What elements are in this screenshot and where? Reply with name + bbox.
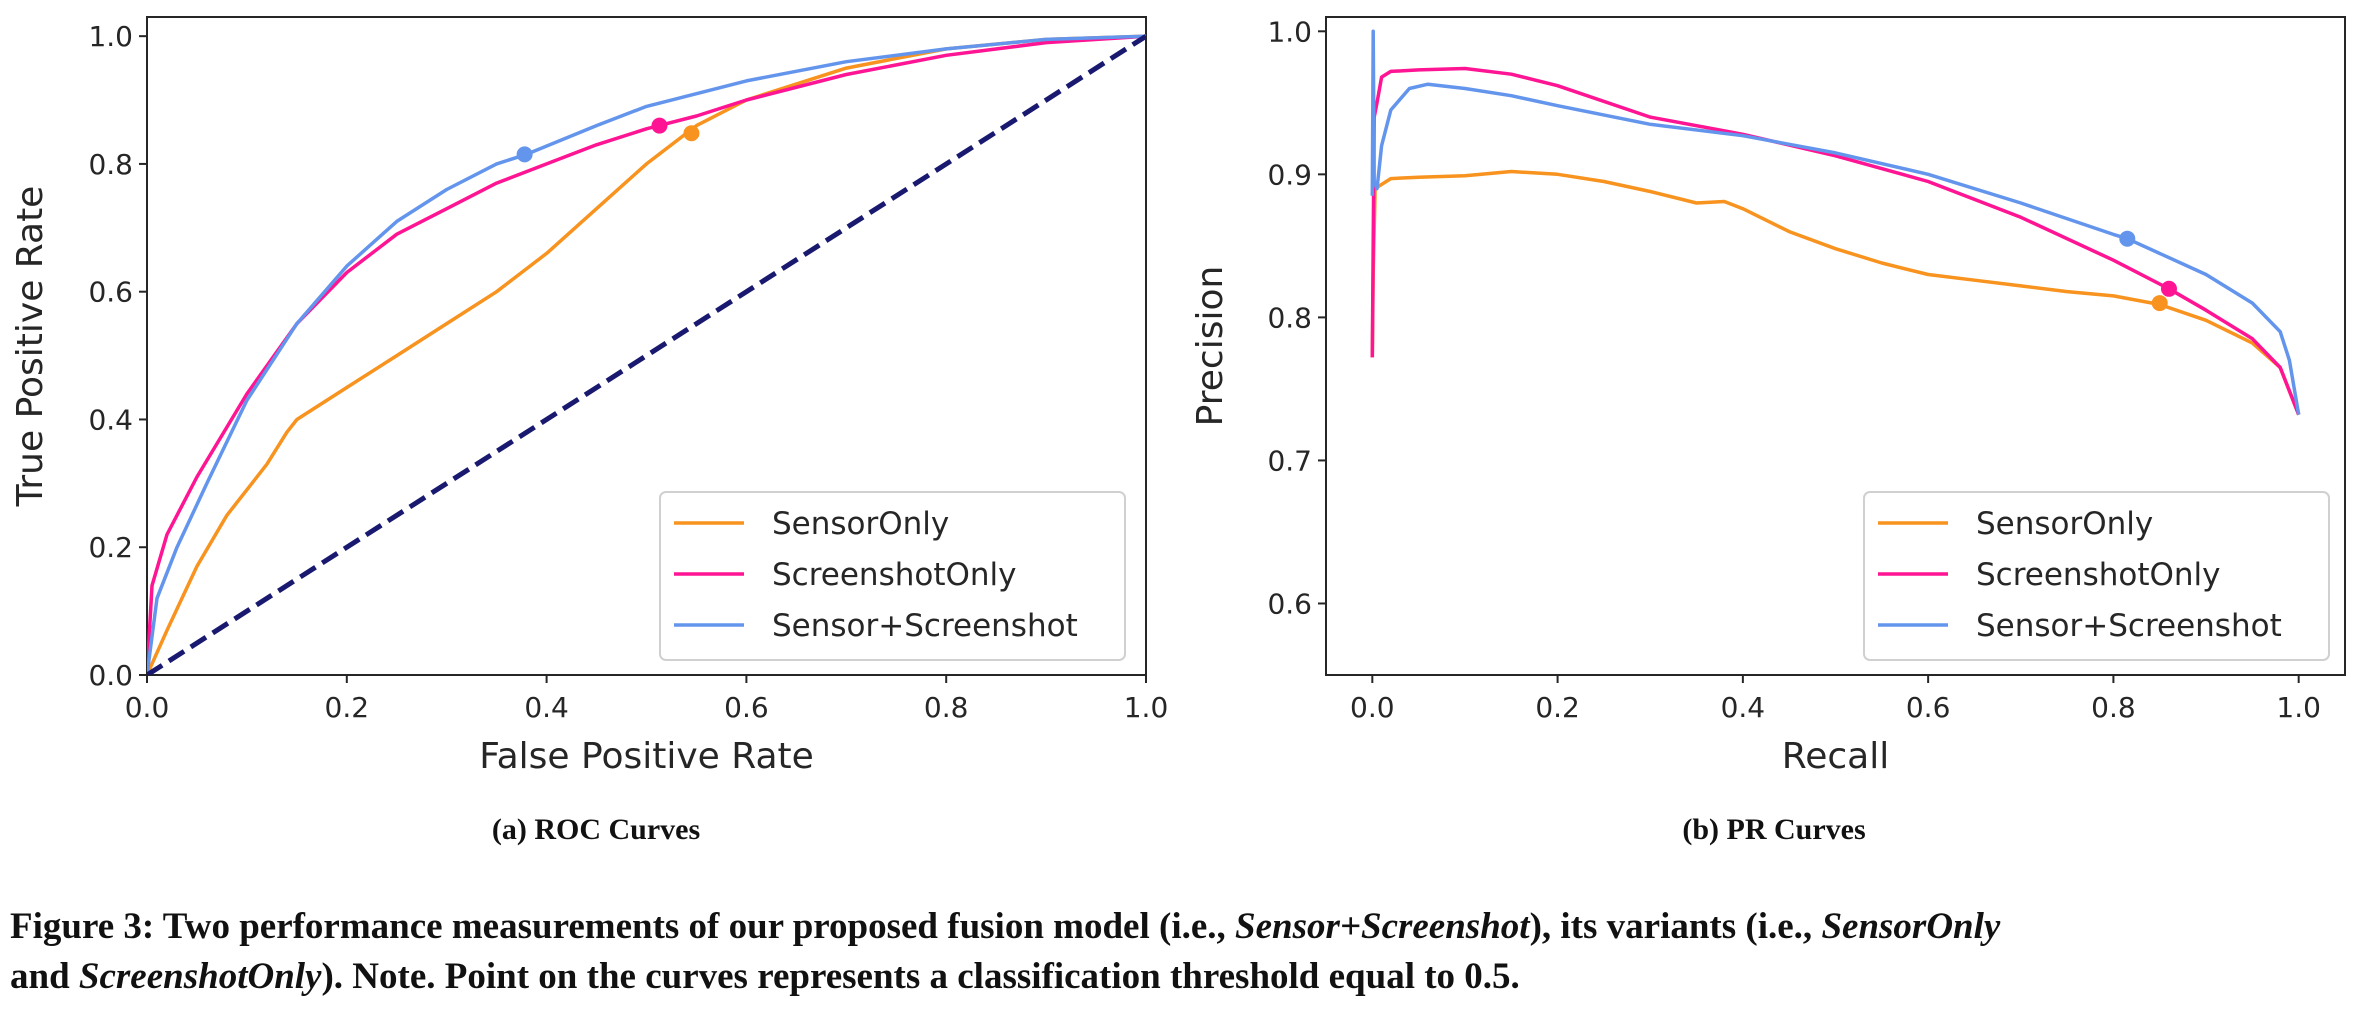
series-line-sensor-screenshot (147, 34, 1146, 675)
x-tick-label: 0.2 (325, 691, 370, 724)
x-tick-label: 0.8 (924, 691, 969, 724)
legend-label: Sensor+Screenshot (1976, 608, 2282, 644)
y-tick-label: 0.6 (88, 276, 133, 309)
y-tick-label: 0.8 (88, 148, 133, 181)
series-line-screenshotonly (147, 34, 1146, 675)
x-tick-label: 0.6 (724, 691, 769, 724)
legend-box (1863, 491, 2330, 661)
y-tick-label: 0.2 (88, 531, 133, 564)
caption-text-4: ). Note. Point on the curves represents … (321, 956, 1520, 997)
y-tick-label: 1.0 (1267, 15, 1312, 48)
x-tick-label: 1.0 (1124, 691, 1169, 724)
threshold-point-screenshotonly (651, 117, 668, 134)
x-tick-label: 0.8 (2091, 691, 2136, 724)
series-group (147, 34, 1146, 675)
plot-frame (1325, 16, 2346, 676)
y-tick-label: 0.4 (88, 403, 133, 436)
x-tick-label: 0.4 (1721, 691, 1766, 724)
caption-text-3: and (10, 956, 79, 997)
legend-label: ScreenshotOnly (1976, 557, 2221, 593)
threshold-point-sensoronly (2151, 295, 2168, 312)
y-tick-label: 0.0 (88, 659, 133, 692)
x-tick-label: 1.0 (2276, 691, 2321, 724)
legend-label: SensorOnly (1976, 506, 2153, 542)
legend-label: ScreenshotOnly (772, 557, 1017, 593)
x-tick-label: 0.0 (1350, 691, 1395, 724)
threshold-point-sensor-screenshot (2119, 230, 2136, 247)
y-tick-label: 0.7 (1267, 444, 1312, 477)
figure-canvas: 0.0 0.2 0.4 0.6 0.8 1.0 0.0 0.2 0.4 0.6 0.8 1.0 Fals… (10, 15, 2346, 846)
legend-label: Sensor+Screenshot (772, 608, 1078, 644)
subcaption: (a) ROC Curves (492, 813, 700, 846)
caption-text-1: Figure 3: Two performance measurements o… (10, 906, 1236, 947)
threshold-point-sensoronly (683, 125, 700, 142)
figure-caption: Figure 3: Two performance measurements o… (10, 902, 2370, 1002)
caption-emphasis-fusion: Sensor+Screenshot (1235, 906, 1530, 947)
pr-chart: 0.0 0.2 0.4 0.6 0.8 1.0 0.6 0.7 0.8 0.9 1.0 Recall P… (1190, 15, 2346, 846)
threshold-point-screenshotonly (2160, 280, 2177, 297)
legend-box (659, 491, 1126, 661)
plot-frame (146, 16, 1147, 676)
caption-text-2: ), its variants (i.e., (1529, 906, 1822, 947)
series-group (1370, 29, 2301, 416)
x-tick-label: 0.0 (125, 691, 170, 724)
x-axis-label: False Positive Rate (479, 736, 814, 777)
y-tick-label: 0.6 (1267, 587, 1312, 620)
x-tick-label: 0.2 (1535, 691, 1580, 724)
y-axis-label: True Positive Rate (10, 186, 51, 508)
y-tick-label: 0.9 (1267, 158, 1312, 191)
series-line-sensoronly (1370, 169, 2301, 416)
series-line-sensoronly (147, 34, 1146, 675)
x-axis-label: Recall (1782, 736, 1889, 777)
chance-diagonal-line (147, 34, 1146, 675)
y-axis-label: Precision (1190, 266, 1231, 427)
caption-emphasis-screenshotonly: ScreenshotOnly (78, 956, 322, 997)
threshold-point-sensor-screenshot (516, 146, 533, 163)
series-line-screenshotonly (1370, 66, 2301, 416)
caption-emphasis-sensoronly: SensorOnly (1821, 906, 2001, 947)
x-tick-label: 0.6 (1906, 691, 1951, 724)
roc-chart: 0.0 0.2 0.4 0.6 0.8 1.0 0.0 0.2 0.4 0.6 0.8 1.0 Fals… (10, 16, 1169, 846)
series-line-sensor-screenshot (1370, 29, 2301, 415)
x-tick-label: 0.4 (524, 691, 569, 724)
y-tick-label: 1.0 (88, 20, 133, 53)
subcaption: (b) PR Curves (1682, 813, 1865, 846)
y-tick-label: 0.8 (1267, 301, 1312, 334)
legend-label: SensorOnly (772, 506, 949, 542)
